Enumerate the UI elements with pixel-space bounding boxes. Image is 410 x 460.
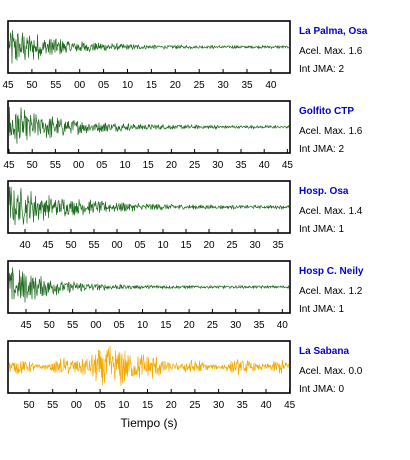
x-tick-label: 50 (44, 320, 56, 331)
x-tick-label: 15 (146, 80, 158, 91)
x-tick-label: 35 (235, 160, 247, 171)
x-tick-label: 15 (143, 160, 155, 171)
station-name: Golfito CTP (299, 106, 354, 117)
station-name: Hosp. Osa (299, 186, 349, 197)
x-tick-label: 00 (73, 160, 85, 171)
panel-frame (7, 180, 291, 234)
x-tick-label: 25 (194, 80, 206, 91)
x-tick-label: 20 (170, 80, 182, 91)
jma-intensity-label: Int JMA: 1 (299, 304, 344, 315)
x-tick-label: 15 (180, 240, 192, 251)
acel-max-label: Acel. Max. 1.6 (299, 46, 363, 57)
x-tick-label: 30 (212, 160, 224, 171)
x-tick-label: 30 (249, 240, 261, 251)
panel-frame (7, 260, 291, 314)
x-tick-label: 20 (166, 400, 178, 411)
x-tick-label: 45 (42, 240, 54, 251)
x-tick-label: 10 (157, 240, 169, 251)
x-tick-label: 00 (90, 320, 102, 331)
x-tick-label: 25 (207, 320, 219, 331)
x-tick-label: 30 (230, 320, 242, 331)
x-tick-label: 35 (241, 80, 253, 91)
x-axis-title: Tiempo (s) (121, 416, 178, 430)
x-tick-label: 30 (213, 400, 225, 411)
waveform-trace-3 (8, 186, 290, 226)
x-tick-label: 35 (237, 400, 249, 411)
x-tick-label: 10 (122, 80, 134, 91)
x-tick-label: 50 (27, 160, 39, 171)
panel-frame (7, 20, 291, 74)
x-tick-label: 40 (259, 160, 271, 171)
x-tick-label: 40 (265, 80, 277, 91)
x-tick-label: 05 (114, 320, 126, 331)
x-tick-label: 25 (189, 160, 201, 171)
x-tick-label: 35 (253, 320, 265, 331)
x-tick-label: 55 (67, 320, 79, 331)
x-tick-label: 05 (95, 400, 107, 411)
jma-intensity-label: Int JMA: 1 (299, 224, 344, 235)
x-tick-label: 15 (160, 320, 172, 331)
x-tick-label: 25 (189, 400, 201, 411)
waveform-trace-1 (8, 30, 290, 64)
acel-max-label: Acel. Max. 1.4 (299, 206, 363, 217)
x-tick-label: 40 (19, 240, 31, 251)
x-tick-label: 00 (111, 240, 123, 251)
x-tick-label: 30 (218, 80, 230, 91)
x-tick-label: 45 (3, 160, 15, 171)
x-tick-label: 10 (118, 400, 130, 411)
x-tick-label: 10 (137, 320, 149, 331)
x-tick-label: 45 (2, 80, 14, 91)
acel-max-label: Acel. Max. 1.2 (299, 286, 363, 297)
acel-max-label: Acel. Max. 0.0 (299, 366, 363, 377)
x-tick-label: 40 (260, 400, 272, 411)
x-tick-label: 50 (26, 80, 38, 91)
x-tick-label: 00 (71, 400, 83, 411)
jma-intensity-label: Int JMA: 0 (299, 384, 344, 395)
x-tick-label: 35 (272, 240, 284, 251)
station-name: La Sabana (299, 346, 349, 357)
station-name: La Palma, Osa (299, 26, 368, 37)
station-name: Hosp C. Neily (299, 266, 364, 277)
x-tick-label: 45 (282, 160, 294, 171)
x-tick-label: 10 (119, 160, 131, 171)
x-tick-label: 50 (65, 240, 77, 251)
x-tick-label: 55 (50, 160, 62, 171)
x-tick-label: 50 (23, 400, 35, 411)
x-tick-label: 25 (226, 240, 238, 251)
acel-max-label: Acel. Max. 1.6 (299, 126, 363, 137)
jma-intensity-label: Int JMA: 2 (299, 144, 344, 155)
x-tick-label: 20 (184, 320, 196, 331)
x-tick-label: 20 (203, 240, 215, 251)
panel-frame (7, 100, 291, 154)
x-tick-label: 55 (50, 80, 62, 91)
x-tick-label: 00 (74, 80, 86, 91)
waveform-trace-4 (8, 267, 290, 303)
waveform-trace-5 (8, 345, 290, 386)
x-tick-label: 05 (134, 240, 146, 251)
panel-frame (7, 340, 291, 394)
x-tick-label: 15 (142, 400, 154, 411)
x-tick-label: 05 (96, 160, 108, 171)
x-tick-label: 55 (47, 400, 59, 411)
x-tick-label: 55 (88, 240, 100, 251)
x-tick-label: 40 (277, 320, 289, 331)
x-tick-label: 45 (284, 400, 296, 411)
x-tick-label: 05 (98, 80, 110, 91)
x-tick-label: 45 (20, 320, 32, 331)
jma-intensity-label: Int JMA: 2 (299, 64, 344, 75)
x-tick-label: 20 (166, 160, 178, 171)
waveform-trace-2 (8, 106, 290, 144)
